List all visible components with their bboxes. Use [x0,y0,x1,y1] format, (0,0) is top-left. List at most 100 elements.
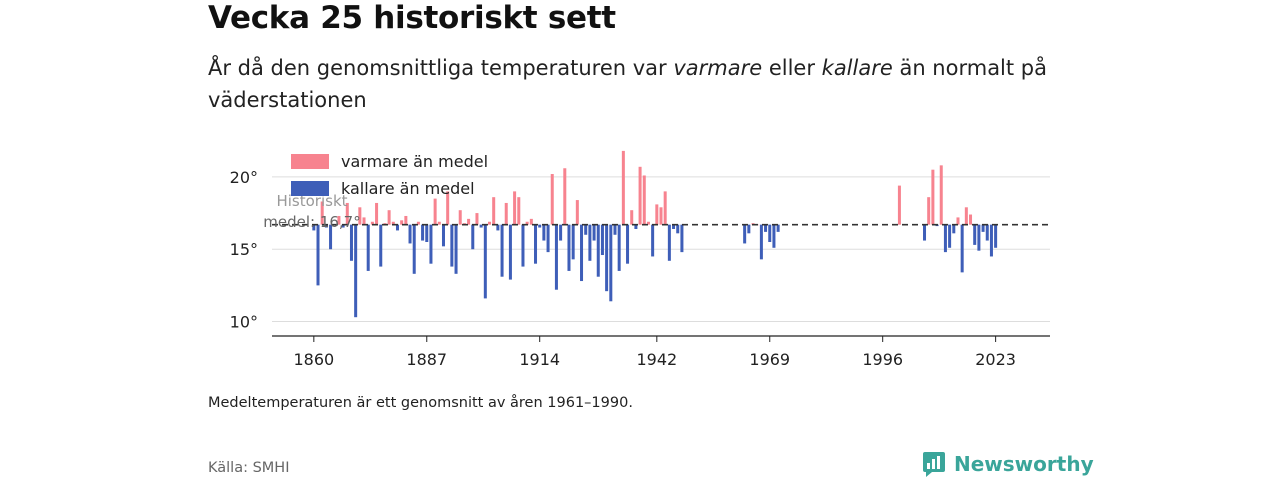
legend-warm-label: varmare än medel [341,152,488,171]
bar-warm [467,218,471,225]
bar-cold [943,224,947,253]
bar-cold [960,224,964,273]
bar-cold [626,224,630,264]
bar-warm [387,210,391,225]
bar-cold [759,224,763,260]
bar-cold [366,224,370,271]
chart-title: Vecka 25 historiskt sett [208,0,616,36]
bar-cold [567,224,571,271]
bar-warm [525,221,529,225]
bar-warm [391,221,395,225]
bar-cold [312,224,316,231]
bar-warm [550,174,554,225]
bar-cold [592,224,596,241]
bar-cold [395,224,399,231]
bar-cold [329,224,333,250]
bar-warm [663,191,667,225]
bar-cold [923,224,927,241]
bar-warm [446,191,450,225]
bar-cold [596,224,600,277]
bar-cold [588,224,592,261]
x-tick-label: 1942 [636,350,677,369]
bar-cold [349,224,353,261]
bar-warm [362,217,366,225]
bar-warm [320,201,324,225]
bar-warm [575,200,579,225]
bar-warm [621,150,625,225]
bar-cold [412,224,416,274]
subtitle-cold-word: kallare [821,56,893,80]
bar-cold [429,224,433,264]
source-label: Källa: SMHI [208,460,290,476]
bar-warm [504,202,508,225]
x-tick-label: 1914 [519,350,560,369]
bar-cold [471,224,475,250]
x-tick-label: 1996 [862,350,903,369]
footnote: Medeltemperaturen är ett genomsnitt av å… [208,395,633,411]
bar-cold [743,224,747,244]
bar-warm [433,198,437,225]
bar-cold [483,224,487,299]
bar-warm [437,221,441,225]
bar-warm [358,207,362,225]
bar-cold [479,224,483,228]
bar-cold [676,224,680,234]
bar-cold [776,224,780,232]
bar-cold [667,224,671,261]
bar-cold [994,224,998,248]
bar-warm [475,213,479,225]
bar-cold [952,224,956,234]
bar-cold [454,224,458,274]
bar-cold [584,224,588,235]
subtitle-part-1: År då den genomsnittliga temperaturen va… [208,56,674,80]
grid-layer [272,176,1050,323]
x-tick-label: 2023 [975,350,1016,369]
bar-warm [964,207,968,225]
newsworthy-chat-chart-icon [923,452,945,477]
bar-warm [513,191,517,225]
bar-warm [404,215,408,225]
bar-cold [609,224,613,302]
bar-cold [508,224,512,280]
bar-cold [408,224,412,244]
bar-cold [441,224,446,247]
bar-cold [421,224,425,241]
bar-cold [977,224,981,251]
bar-warm [646,221,650,225]
bar-cold [546,224,550,253]
bar-warm [630,210,634,225]
y-tick-label: 10° [230,313,258,332]
bar-warm [969,214,973,225]
bar-cold [450,224,454,267]
bar-cold [672,224,676,229]
bar-cold [571,224,575,260]
bar-cold [680,224,684,253]
legend-cold-label: kallare än medel [341,179,475,198]
bar-warm [400,220,404,225]
subtitle-part-3: än normalt på väderstationen [208,56,1047,112]
bar-warm [897,185,901,225]
x-tick-label: 1860 [293,350,334,369]
bar-warm [370,221,374,225]
bar-warm [337,215,341,225]
newsworthy-logo[interactable]: Newsworthy [922,450,1094,478]
legend: varmare än medel kallare än medel [291,152,488,198]
bar-warm [931,169,935,225]
brand-name: Newsworthy [954,452,1094,476]
subtitle-warm-word: varmare [673,56,763,80]
bar-warm [375,202,379,225]
bar-warm [655,204,659,225]
bar-cold [500,224,504,277]
bar-warm [416,221,420,225]
bar-warm [939,165,943,225]
bar-cold [613,224,617,235]
bar-warm [956,217,960,225]
mean-label-line-1: Historiskt [276,192,347,210]
bar-cold [521,224,525,267]
bars-layer [312,150,998,318]
legend-warm-swatch [291,154,329,169]
bar-cold [580,224,584,282]
x-tick-label: 1969 [749,350,790,369]
bar-cold [605,224,609,292]
bar-warm [529,218,533,225]
